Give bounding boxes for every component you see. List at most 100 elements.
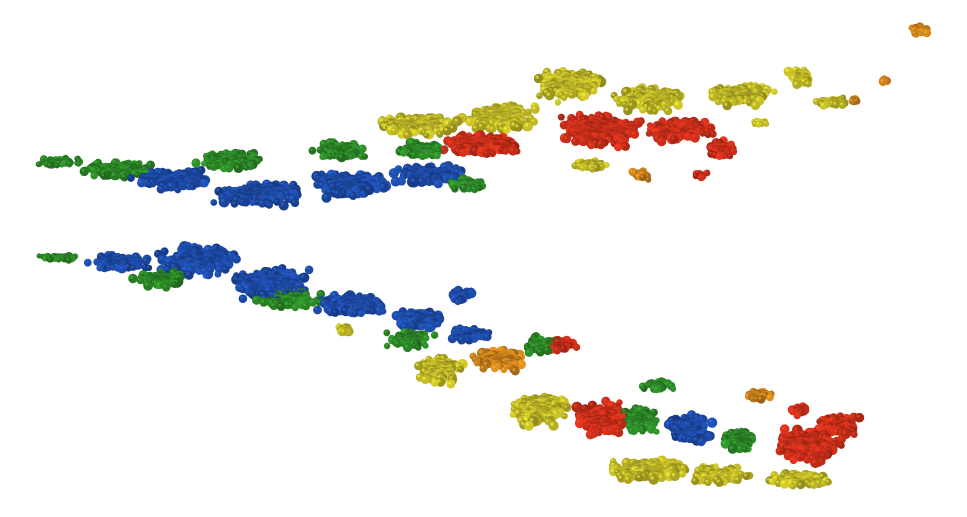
particle-highlight (617, 101, 620, 104)
particle-highlight (448, 140, 452, 144)
particle-highlight (833, 102, 837, 105)
particle-highlight (473, 125, 477, 129)
particle (715, 152, 724, 160)
particle-highlight (44, 161, 48, 165)
particle (571, 137, 580, 146)
particle-highlight (821, 103, 824, 106)
particle-highlight (562, 95, 565, 98)
particle-highlight (692, 134, 696, 138)
particle-highlight (839, 102, 843, 106)
particle (630, 129, 640, 139)
particle-highlight (747, 84, 752, 89)
particle-highlight (531, 119, 535, 122)
particle (336, 152, 347, 163)
particle-highlight (793, 81, 798, 85)
particle-highlight (653, 109, 656, 112)
particle-highlight (398, 131, 402, 135)
particle-highlight (615, 144, 619, 148)
particle-highlight (359, 153, 363, 157)
particle (65, 160, 73, 168)
particle-highlight (317, 147, 321, 151)
particle-highlight (716, 99, 719, 103)
particle-highlight (484, 151, 488, 154)
particle-highlight (588, 143, 592, 146)
particle (530, 104, 540, 114)
particle-highlight (515, 149, 518, 152)
particle-highlight (710, 93, 714, 98)
particle-highlight (471, 147, 476, 152)
particle-highlight (460, 149, 464, 153)
particle-highlight (591, 88, 595, 92)
particle-highlight (430, 152, 433, 156)
particle-highlight (434, 128, 437, 132)
particle (459, 148, 468, 157)
particle (819, 101, 828, 110)
particle-highlight (532, 106, 536, 110)
particle-highlight (503, 126, 507, 130)
particle-highlight (332, 154, 335, 157)
particle-highlight (590, 167, 593, 170)
particle-highlight (635, 122, 638, 125)
particle (410, 151, 419, 159)
particle-highlight (814, 99, 817, 102)
particle-highlight (700, 130, 703, 134)
particle (656, 136, 667, 147)
particle (755, 121, 762, 128)
particle-highlight (537, 93, 540, 97)
particle-highlight (499, 126, 503, 130)
particle-highlight (441, 164, 445, 168)
particle (878, 77, 888, 87)
particle-highlight (437, 132, 441, 135)
particle-highlight (509, 147, 514, 151)
particle-highlight (67, 161, 70, 164)
particle (488, 125, 497, 133)
particle (502, 148, 510, 155)
particle-highlight (580, 165, 583, 168)
particle-highlight (408, 139, 412, 144)
particle-highlight (437, 148, 440, 151)
particle-highlight (622, 143, 626, 147)
particle-highlight (528, 115, 531, 119)
particle-highlight (805, 81, 809, 85)
particle-highlight (658, 138, 662, 142)
particle (651, 108, 659, 115)
particle-highlight (712, 152, 716, 156)
particle (502, 125, 511, 134)
particle (544, 90, 555, 101)
particle-highlight (564, 136, 568, 140)
particle (704, 131, 712, 139)
particle (771, 88, 778, 95)
particle-highlight (561, 122, 565, 126)
particle-highlight (708, 145, 712, 149)
particle (423, 132, 430, 139)
particle-highlight (411, 152, 415, 156)
particle-highlight (37, 162, 40, 165)
particle-highlight (717, 153, 720, 157)
upper-particle-cloud (35, 22, 932, 211)
particle-highlight (631, 131, 635, 135)
particle-highlight (626, 125, 629, 129)
particle-highlight (924, 30, 928, 34)
particle-highlight (747, 100, 750, 104)
particle-highlight (412, 130, 415, 133)
particle (75, 160, 82, 167)
particle-highlight (490, 126, 493, 130)
particle-highlight (654, 135, 659, 139)
particle-highlight (705, 132, 709, 135)
particle-highlight (623, 88, 627, 93)
particle (348, 153, 355, 160)
particle (319, 153, 327, 161)
particle-highlight (662, 105, 665, 109)
particle-highlight (359, 146, 363, 149)
particle-highlight (397, 148, 400, 152)
particle-highlight (535, 75, 539, 79)
particle-highlight (744, 99, 747, 102)
particle-highlight (558, 92, 562, 96)
particle-highlight (76, 161, 79, 164)
particle (46, 162, 54, 169)
particle (390, 127, 399, 136)
particle (645, 130, 653, 137)
particle-highlight (546, 92, 550, 96)
particle-highlight (244, 165, 247, 168)
